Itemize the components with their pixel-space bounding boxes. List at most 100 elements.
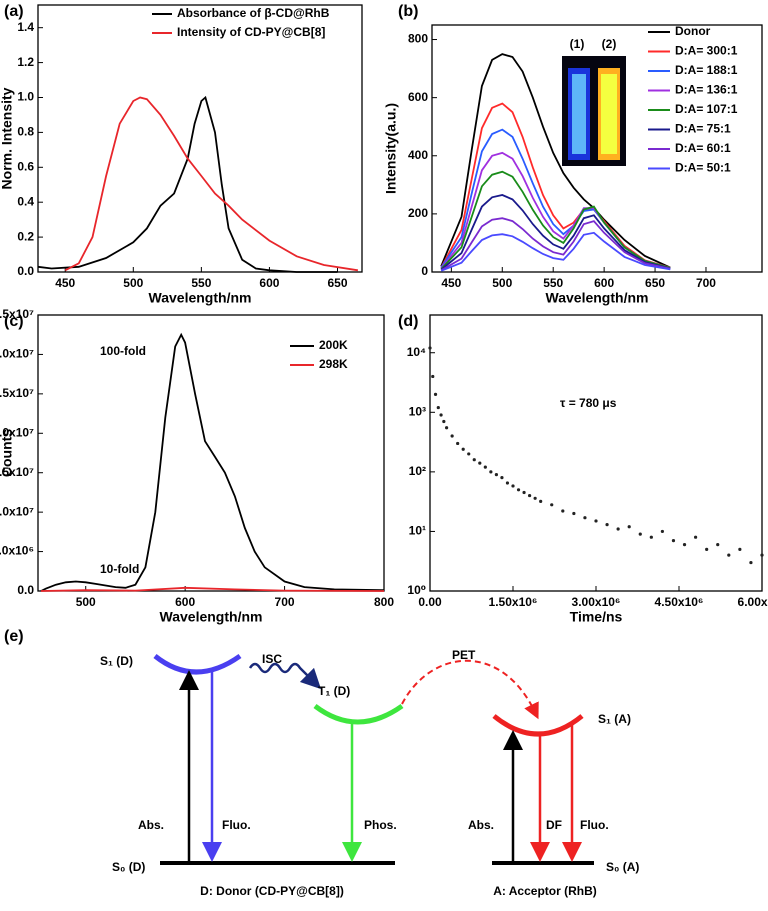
x-tick-label: 550 — [191, 276, 211, 290]
diagram-label: S₀ (A) — [606, 860, 639, 874]
cuvette-glow — [601, 74, 617, 154]
series-line — [440, 170, 671, 270]
data-point — [483, 465, 487, 469]
y-tick-label: 3.0x10⁷ — [0, 347, 34, 361]
data-point — [494, 472, 498, 477]
x-tick-label: 6.00x10⁶ — [738, 595, 768, 609]
y-tick-label: 0.0 — [17, 583, 34, 597]
data-point — [638, 532, 642, 536]
x-tick-label: 600 — [259, 276, 279, 290]
panel-label: (a) — [4, 3, 24, 20]
y-tick-label: 1.0 — [17, 90, 34, 104]
level-t1-donor — [313, 703, 404, 725]
series-line — [40, 586, 385, 592]
arrow-pet — [401, 659, 539, 720]
data-point — [472, 458, 476, 462]
y-tick-label: 10⁴ — [407, 345, 426, 359]
series-line — [37, 95, 338, 273]
x-axis-label: Time/ns — [570, 609, 623, 625]
legend-label: D:A= 136:1 — [675, 83, 738, 97]
data-point — [583, 516, 587, 520]
y-tick-label: 10³ — [409, 404, 426, 418]
diagram-label: Phos. — [364, 818, 397, 832]
series-line — [440, 194, 671, 271]
diagram-label: S₁ (D) — [100, 654, 133, 668]
x-tick-label: 700 — [275, 595, 295, 609]
x-tick-label: 4.50x10⁶ — [655, 595, 704, 609]
data-point — [682, 543, 687, 547]
y-tick-label: 600 — [408, 90, 428, 104]
panel-label: (e) — [4, 628, 24, 645]
y-tick-label: 0.2 — [17, 229, 34, 243]
diagram-label: PET — [452, 648, 476, 662]
data-point — [456, 441, 460, 446]
data-point — [436, 405, 440, 410]
x-tick-label: 800 — [374, 595, 394, 609]
series-line — [440, 53, 671, 269]
inset-label: (2) — [602, 37, 617, 51]
series-line — [440, 231, 671, 272]
arrow-isc — [248, 662, 322, 690]
legend-label: 298K — [319, 357, 348, 371]
data-point — [522, 490, 526, 495]
x-tick-label: 550 — [543, 276, 563, 290]
legend-label: D:A= 75:1 — [675, 122, 731, 136]
data-point — [450, 434, 454, 438]
x-axis-label: Wavelength/nm — [160, 609, 263, 625]
series-line — [440, 217, 671, 272]
inset-label: (1) — [570, 37, 585, 51]
x-tick-label: 500 — [76, 595, 96, 609]
data-point — [478, 461, 482, 465]
data-point — [627, 525, 631, 529]
panel-label: (c) — [4, 313, 24, 330]
plot-frame — [37, 314, 385, 592]
data-point — [694, 535, 698, 539]
x-tick-label: 500 — [123, 276, 143, 290]
legend-label: Donor — [675, 24, 711, 38]
y-axis-label: Counts — [0, 429, 15, 477]
data-point — [649, 535, 653, 539]
data-point — [528, 493, 532, 498]
data-point — [738, 547, 742, 551]
data-point — [539, 499, 543, 503]
diagram-label: S₁ (A) — [598, 712, 631, 726]
x-tick-label: 650 — [327, 276, 347, 290]
data-point — [716, 543, 720, 547]
y-axis-label: Intensity(a.u.) — [383, 103, 399, 194]
data-point — [461, 447, 465, 451]
diagram-label: ISC — [262, 652, 282, 666]
y-tick-label: 200 — [408, 206, 428, 220]
y-tick-label: 2.5x10⁷ — [0, 386, 34, 400]
x-tick-label: 600 — [175, 595, 195, 609]
data-point — [500, 476, 504, 480]
data-point — [550, 503, 554, 507]
series-line — [40, 332, 385, 592]
diagram-label: Fluo. — [580, 818, 609, 832]
diagram-label: Abs. — [468, 818, 494, 832]
x-tick-label: 700 — [696, 276, 716, 290]
legend-label: D:A= 50:1 — [675, 161, 731, 175]
x-axis-label: Wavelength/nm — [546, 290, 649, 306]
data-point — [705, 547, 709, 551]
legend-label: D:A= 300:1 — [675, 44, 738, 58]
y-axis-label: Norm. Intensity — [0, 87, 15, 189]
x-tick-label: 1.50x10⁶ — [489, 595, 538, 609]
y-tick-label: 1.4 — [17, 20, 34, 34]
level-s1-acceptor — [492, 714, 584, 737]
plot-frame — [37, 4, 363, 273]
y-tick-label: 0.6 — [17, 159, 34, 173]
data-point — [431, 374, 435, 379]
data-point — [505, 481, 510, 485]
y-tick-label: 10¹ — [409, 524, 426, 538]
series-line — [440, 151, 671, 270]
y-tick-label: 800 — [408, 32, 428, 46]
diagram-label: Fluo. — [222, 818, 251, 832]
y-tick-label: 1.5x10⁷ — [0, 465, 34, 479]
legend-label: Intensity of CD-PY@CB[8] — [177, 25, 325, 39]
diagram — [153, 653, 594, 865]
cuvette-glow — [572, 74, 586, 154]
x-tick-label: 500 — [492, 276, 512, 290]
annotation: 10-fold — [100, 562, 139, 576]
diagram-label: A: Acceptor (RhB) — [493, 884, 597, 898]
